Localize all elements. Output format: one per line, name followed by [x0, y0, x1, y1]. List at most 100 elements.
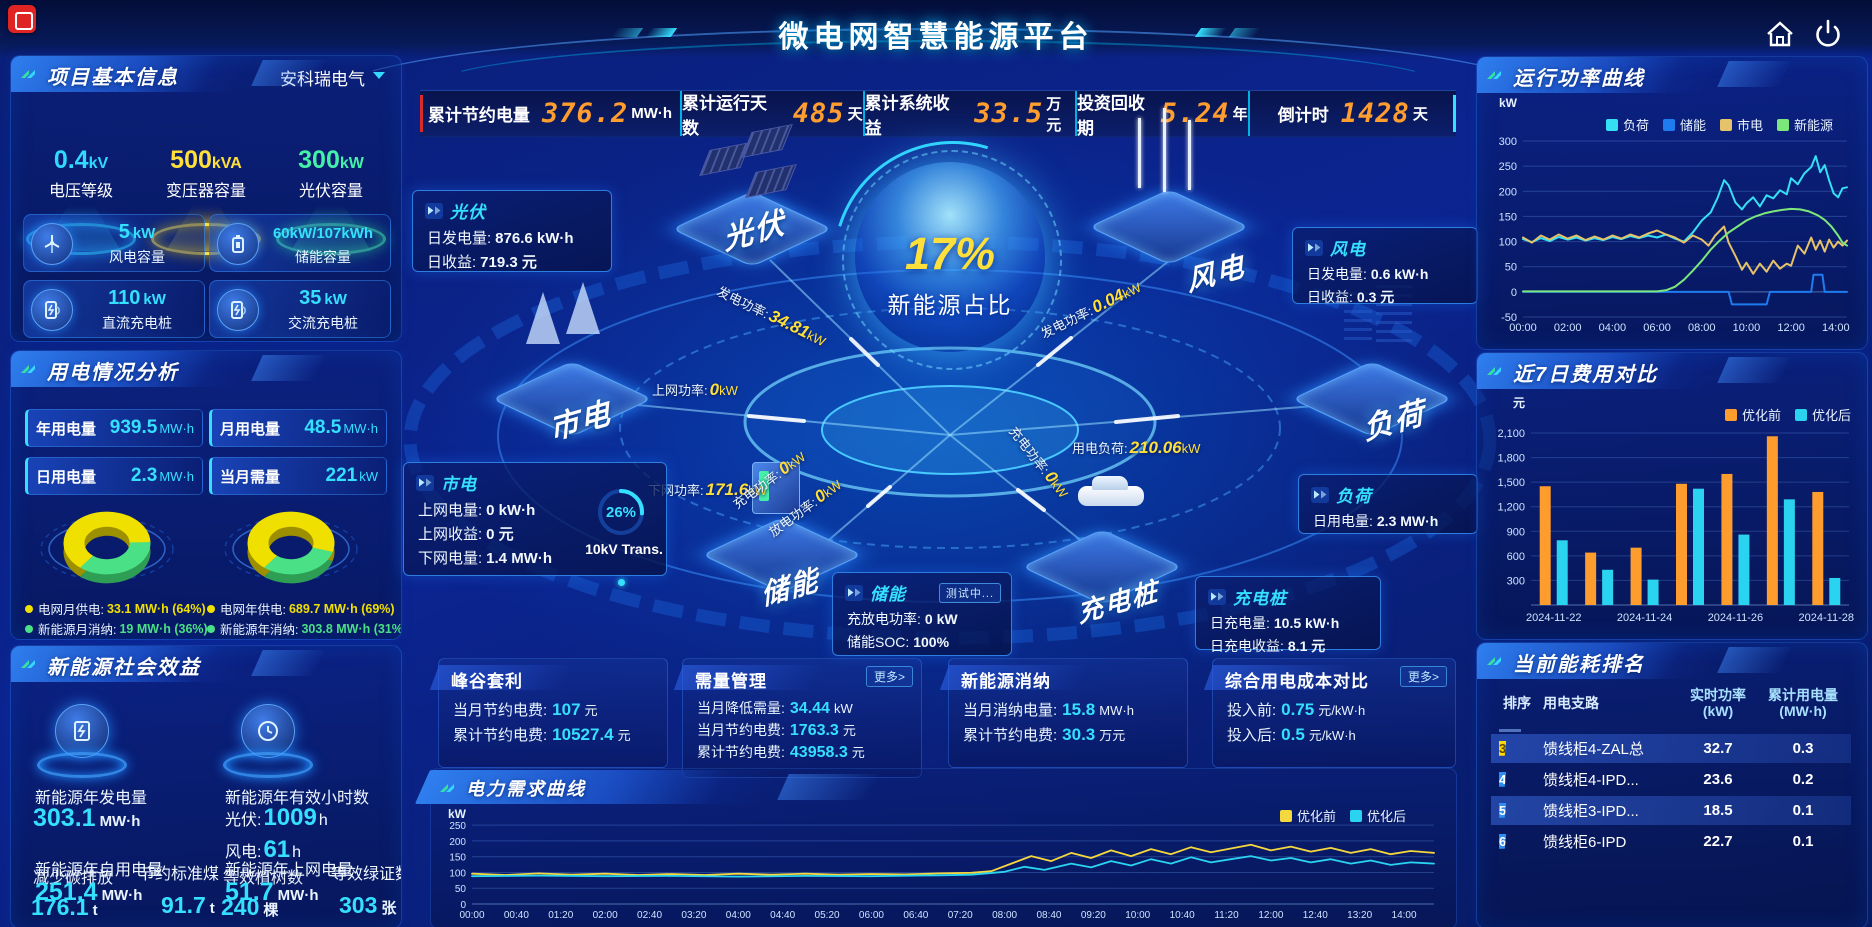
info-box-title: 光伏 — [413, 191, 611, 225]
power-icon[interactable] — [1810, 16, 1846, 52]
table-scroll-dash — [1499, 729, 1521, 733]
svg-text:11:20: 11:20 — [1214, 910, 1239, 921]
spotlight-label: 光伏容量 — [298, 183, 363, 200]
panel-corner-icon — [1487, 71, 1501, 79]
svg-text:04:00: 04:00 — [1599, 322, 1627, 334]
power-cell: 18.5 — [1703, 802, 1733, 820]
company-select[interactable]: 安科瑞电气 — [280, 70, 365, 89]
stat-value: 939.5 — [109, 417, 158, 438]
info-box-title: 充电桩 — [1196, 577, 1380, 611]
ranking-table: 排序 用电支路 实时功率 (kW) 累计用电量 (MW·h) 3 馈线柜4-ZAL总… — [1491, 687, 1851, 923]
stat-label: 累计运行天数 — [681, 93, 767, 138]
table-row[interactable]: 4 馈线柜4-IPD... 23.6 0.2 — [1491, 765, 1851, 794]
legend-item[interactable]: 市电 — [1719, 115, 1763, 134]
stat-unit: 年 — [1232, 106, 1248, 123]
svg-text:1,500: 1,500 — [1497, 477, 1525, 489]
rank-badge: 4 — [1499, 771, 1507, 787]
legend-label: 新能源年消纳: — [220, 623, 299, 637]
home-icon[interactable] — [1762, 16, 1798, 52]
svg-text:06:00: 06:00 — [859, 910, 884, 921]
rank-badge: 5 — [1499, 802, 1507, 818]
stat-value: 376.2 — [541, 98, 629, 129]
legend-item[interactable]: 负荷 — [1605, 115, 1649, 134]
svg-text:元: 元 — [1513, 396, 1525, 410]
card-wind-capacity: 5 kW 风电容量 — [23, 214, 205, 272]
panel-title: 综合用电成本对比 — [1225, 672, 1369, 691]
panel-cost-compare: 综合用电成本对比 更多> 投入前: 0.75 元/kW·h 投入后: 0.5 元/kW·… — [1203, 658, 1456, 768]
rank-cell: 5 — [1491, 801, 1543, 821]
svg-text:2024-11-26: 2024-11-26 — [1708, 612, 1763, 624]
panel-title: 项目基本信息 — [47, 67, 179, 89]
legend-item[interactable]: 新能源 — [1776, 115, 1833, 134]
stat-row: 累计节约电费: 30.3 万元 — [963, 725, 1126, 744]
stat-row: 当月降低需量: 34.44 kW — [697, 700, 853, 717]
legend-dot — [207, 624, 215, 633]
panel-project-info: 项目基本信息 安科瑞电气 0.4kV 电压等级 500kVA 变压器容量 300… — [10, 55, 402, 342]
info-box-title: 储能 测试中... — [833, 573, 1011, 607]
double-arrow-icon — [1208, 588, 1226, 605]
panel-header: 用电情况分析 — [11, 351, 401, 387]
info-row: 储能SOC: 100% — [847, 634, 950, 650]
solar-inverter-icon — [55, 704, 109, 758]
legend-item[interactable]: 优化后 — [1794, 405, 1851, 424]
stat-label: 当月需量 — [220, 468, 281, 486]
rank-badge: 6 — [1499, 833, 1507, 849]
info-row: 日充电收益: 8.1 元 — [1210, 638, 1326, 654]
svg-text:1,200: 1,200 — [1497, 502, 1525, 514]
wind-mast-graphic — [1138, 118, 1141, 188]
new-energy-percent: 17% — [904, 228, 996, 279]
wind-mast-graphic — [1163, 108, 1166, 192]
info-box-grid: 市电 上网电量: 0 kW·h 上网收益: 0 元 下网电量: 1.4 MW·h 26… — [403, 462, 667, 586]
legend-item: 新能源年消纳: 303.8 MW·h (31%) — [207, 619, 401, 638]
legend-item[interactable]: 优化前 — [1279, 806, 1336, 825]
stat-month-usage: 月用电量 48.5 MW·h — [209, 409, 387, 447]
column-header: 用电支路 — [1543, 695, 1599, 712]
stat-unit: MW·h — [159, 468, 194, 484]
stat-value: 485 — [792, 98, 845, 129]
panel-title: 近7日费用对比 — [1513, 364, 1659, 386]
svg-text:07:20: 07:20 — [948, 910, 973, 921]
panel-energy-ranking: 当前能耗排名 排序 用电支路 实时功率 (kW) 累计用电量 (MW·h) 3 馈线… — [1476, 642, 1868, 927]
more-button[interactable]: 更多> — [1399, 666, 1447, 687]
donut-chart-month — [19, 493, 194, 598]
info-box-wind: 风电 日发电量: 0.6 kW·h 日收益: 0.3 元 — [1292, 227, 1478, 305]
stat-countdown: 倒计时 1428 天 — [1247, 91, 1456, 136]
info-box-title: 风电 — [1293, 228, 1477, 262]
benefit-hours-label: 新能源年有效小时数 — [225, 790, 370, 807]
panel-ne-consumption: 新能源消纳 当月消纳电量: 15.8 MW·h 累计节约电费: 30.3 万元 — [939, 658, 1188, 768]
info-row: 下网电量: 1.4 MW·h — [418, 550, 553, 567]
stats-bar: 累计节约电量 376.2 MW·h 累计运行天数 485 天 累计系统收益 33… — [420, 90, 1456, 138]
table-row[interactable]: 6 馈线柜6-IPD 22.7 0.1 — [1491, 827, 1851, 856]
table-row[interactable]: 3 馈线柜4-ZAL总 32.7 0.3 — [1491, 734, 1851, 764]
double-arrow-icon — [845, 584, 863, 601]
spotlight-value: 500kVA — [170, 146, 242, 174]
info-row: 充放电功率: 0 kW — [847, 611, 958, 627]
panel-corner-icon — [1487, 657, 1501, 665]
svg-text:50: 50 — [1505, 262, 1517, 274]
more-button[interactable]: 更多> — [865, 666, 913, 687]
info-row: 日收益: 0.3 元 — [1307, 289, 1395, 305]
table-row[interactable]: 5 馈线柜3-IPD... 18.5 0.1 — [1491, 796, 1851, 826]
svg-text:12:00: 12:00 — [1258, 910, 1283, 921]
panel-title: 运行功率曲线 — [1513, 68, 1645, 90]
benefit-togrid-label: 新能源年上网电量 — [225, 862, 354, 879]
cost-compare-chart: 2,100 1,800 1,500 1,200 900 600 300 2024-11-22 2… — [1483, 393, 1859, 633]
branch-cell: 馈线柜3-IPD... — [1543, 803, 1639, 821]
legend-item: 电网月供电: 33.1 MW·h (64%) — [25, 599, 206, 618]
svg-text:08:00: 08:00 — [1688, 322, 1716, 334]
svg-text:14:00: 14:00 — [1822, 322, 1850, 334]
stat-label: 投资回收期 — [1076, 93, 1145, 138]
card-label: 直流充电桩 — [102, 315, 172, 331]
legend-item[interactable]: 优化后 — [1349, 806, 1406, 825]
svg-text:08:40: 08:40 — [1036, 910, 1061, 921]
benefit-togrid-value: 51.7 MW·h — [225, 878, 319, 906]
svg-text:14:00: 14:00 — [1392, 910, 1417, 921]
legend-value: 19 MW·h (36%) — [119, 621, 208, 636]
legend-dot — [25, 604, 33, 613]
svg-text:08:00: 08:00 — [992, 910, 1017, 921]
stat-label: 累计节约电量 — [427, 106, 530, 125]
legend-item[interactable]: 储能 — [1662, 115, 1706, 134]
svg-text:10:40: 10:40 — [1170, 910, 1195, 921]
legend-item[interactable]: 优化前 — [1724, 405, 1781, 424]
